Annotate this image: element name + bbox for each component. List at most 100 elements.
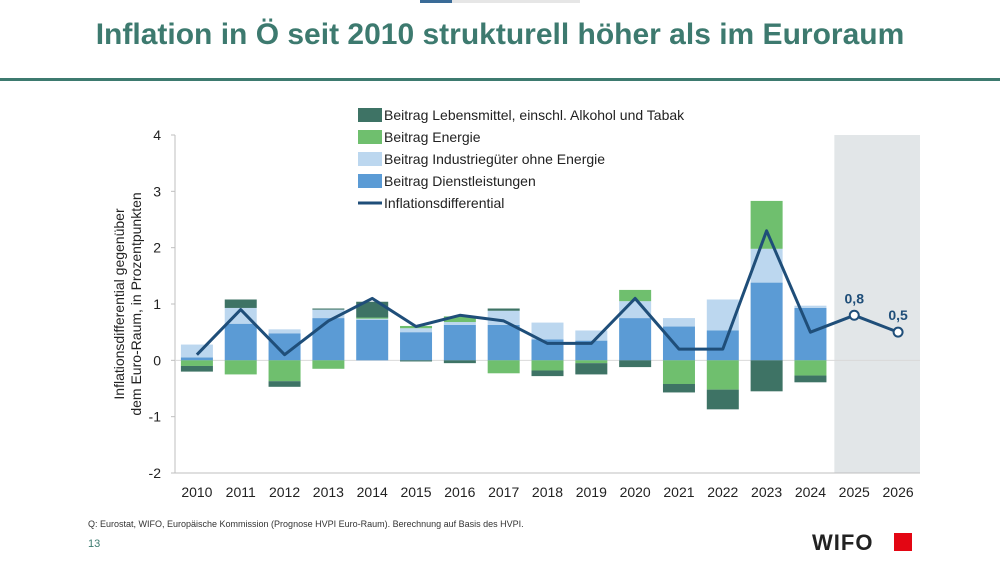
bar-energy <box>750 200 783 249</box>
bar-services <box>487 324 520 361</box>
x-tick-label: 2019 <box>576 484 607 500</box>
data-label: 0,5 <box>888 307 908 323</box>
bar-industrial <box>706 299 739 331</box>
forecast-point <box>848 309 860 321</box>
bar-energy <box>619 289 652 302</box>
bar-services <box>750 282 783 361</box>
bar-food <box>662 383 695 393</box>
bar-food <box>356 301 389 318</box>
bar-food <box>224 299 257 308</box>
bar-industrial <box>531 322 564 340</box>
bar-energy <box>268 360 301 382</box>
bar-services <box>312 318 345 361</box>
bar-energy <box>443 316 476 323</box>
x-tick-label: 2017 <box>488 484 519 500</box>
x-tick-label: 2016 <box>444 484 475 500</box>
y-tick-label: -1 <box>149 409 162 425</box>
bar-industrial <box>312 309 345 319</box>
bar-services <box>400 332 433 361</box>
y-tick-label: -2 <box>149 465 162 481</box>
logo-red-square <box>894 533 912 551</box>
bar-industrial <box>575 330 608 341</box>
forecast-point <box>892 326 904 338</box>
x-tick-label: 2011 <box>226 484 256 500</box>
legend-label: Beitrag Lebensmittel, einschl. Alkohol u… <box>384 107 685 123</box>
bar-food <box>619 360 652 368</box>
bar-energy <box>575 360 608 364</box>
legend-label: Beitrag Industriegüter ohne Energie <box>384 151 605 167</box>
data-label: 0,8 <box>845 290 865 306</box>
top-bar <box>420 0 580 3</box>
bar-energy <box>487 360 520 374</box>
bar-services <box>356 319 389 361</box>
x-tick-label: 2015 <box>400 484 431 500</box>
bar-services <box>662 326 695 361</box>
bar-food <box>531 370 564 377</box>
y-axis-label: Inflationsdifferential gegenüber <box>111 208 127 400</box>
y-tick-label: 2 <box>153 240 161 256</box>
x-tick-label: 2013 <box>313 484 344 500</box>
x-tick-label: 2026 <box>883 484 914 500</box>
bar-services <box>575 340 608 361</box>
x-tick-label: 2014 <box>357 484 388 500</box>
bar-industrial <box>662 318 695 327</box>
bar-food <box>487 308 520 311</box>
bar-industrial <box>356 318 389 320</box>
legend-label: Beitrag Dienstleistungen <box>384 173 536 189</box>
source-note: Q: Eurostat, WIFO, Europäische Kommissio… <box>88 519 524 529</box>
bar-industrial <box>487 310 520 325</box>
bar-energy <box>180 360 213 366</box>
bar-food <box>575 363 608 375</box>
bar-food <box>180 365 213 372</box>
legend-swatch-industrial <box>358 152 382 166</box>
logo-text: WIFO <box>812 530 874 555</box>
x-tick-label: 2012 <box>269 484 300 500</box>
x-tick-label: 2023 <box>751 484 782 500</box>
inflation-differential-line <box>195 229 899 357</box>
bar-services <box>794 307 827 361</box>
forecast-shading <box>834 135 920 473</box>
bar-services <box>619 318 652 361</box>
legend-swatch-energy <box>358 130 382 144</box>
bar-food <box>443 360 476 364</box>
legend-label: Beitrag Energie <box>384 129 481 145</box>
bar-industrial <box>400 328 433 333</box>
bar-industrial <box>180 344 213 358</box>
y-tick-label: 0 <box>153 352 161 368</box>
bar-energy <box>531 360 564 371</box>
bar-industrial <box>443 322 476 325</box>
page-title: Inflation in Ö seit 2010 strukturell höh… <box>95 18 905 51</box>
bar-services <box>180 357 213 361</box>
bar-industrial <box>268 329 301 334</box>
bar-industrial <box>794 305 827 308</box>
inflation-chart: -2 -1 0 1 2 3 4 2010 2011 2012 2013 2014 2015 2016 201… <box>111 107 920 500</box>
x-tick-label: 2010 <box>181 484 212 500</box>
x-tick-label: 2022 <box>707 484 738 500</box>
bar-energy <box>662 360 695 384</box>
x-tick-label: 2024 <box>795 484 826 500</box>
bar-food <box>750 360 783 392</box>
x-tick-label: 2018 <box>532 484 563 500</box>
bar-food <box>312 308 345 310</box>
bar-energy <box>312 360 345 369</box>
bar-food <box>400 360 433 362</box>
y-tick-label: 3 <box>153 183 161 199</box>
bar-food <box>268 381 301 387</box>
top-bar-accent <box>420 0 452 3</box>
legend-swatch-services <box>358 174 382 188</box>
bar-energy <box>706 360 739 390</box>
bar-food <box>794 375 827 383</box>
y-tick-label: 4 <box>153 127 161 143</box>
legend-swatch-food <box>358 108 382 122</box>
bar-services <box>224 323 257 361</box>
x-tick-label: 2020 <box>620 484 651 500</box>
legend-label: Inflationsdifferential <box>384 195 504 211</box>
x-tick-label: 2021 <box>663 484 694 500</box>
y-axis-label: dem Euro-Raum, in Prozentpunkten <box>128 192 144 415</box>
page-number: 13 <box>88 538 101 550</box>
bar-services <box>443 324 476 361</box>
title-underline <box>0 78 1000 81</box>
bar-energy <box>224 360 257 375</box>
bar-energy <box>356 317 389 319</box>
bar-energy <box>794 360 827 376</box>
